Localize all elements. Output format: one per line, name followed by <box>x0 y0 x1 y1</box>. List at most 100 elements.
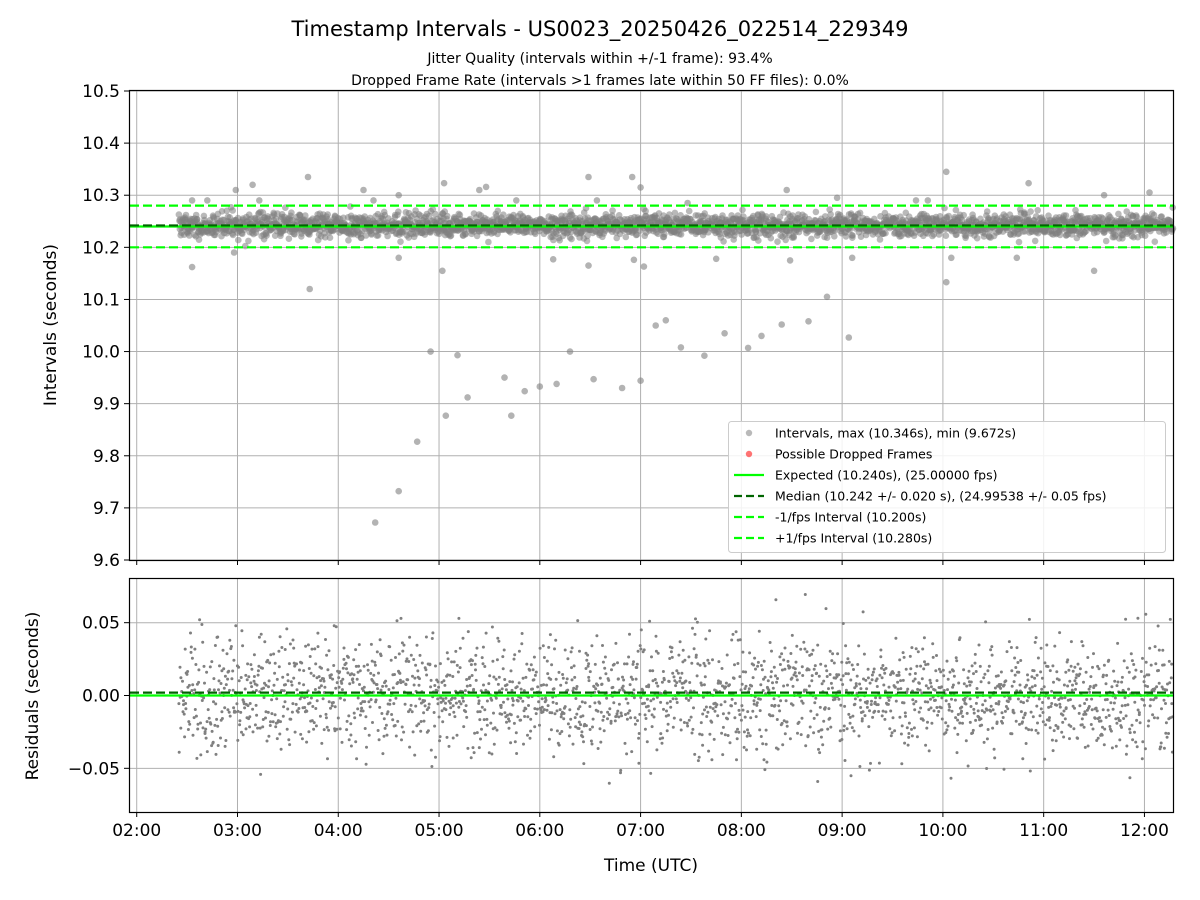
interval-outlier-point <box>370 197 377 204</box>
residual-point <box>1051 749 1055 753</box>
residual-point <box>695 674 699 678</box>
residual-point <box>903 741 907 745</box>
residual-point <box>600 682 604 686</box>
residual-point <box>542 683 546 687</box>
intervals-y-tick-label: 10.0 <box>82 343 120 363</box>
residual-point <box>267 679 271 683</box>
interval-point <box>930 231 938 238</box>
residual-point <box>550 711 554 715</box>
residual-point <box>736 727 739 731</box>
residual-point <box>672 716 676 720</box>
residual-point <box>969 705 973 708</box>
residual-point <box>297 707 301 710</box>
residual-point <box>573 675 577 679</box>
residual-point <box>661 670 665 673</box>
residual-point <box>562 712 566 715</box>
residual-point <box>587 679 591 683</box>
residual-point <box>1134 740 1138 744</box>
residual-point <box>978 664 982 668</box>
residual-point <box>544 698 548 702</box>
residual-point <box>1115 684 1119 688</box>
residual-point <box>1103 727 1107 731</box>
residual-point <box>841 683 845 686</box>
residual-point <box>929 681 933 685</box>
interval-point <box>942 232 950 239</box>
residual-point <box>842 724 846 728</box>
residual-point <box>819 735 823 739</box>
residual-point <box>1052 729 1056 733</box>
interval-point <box>1115 210 1122 218</box>
interval-outlier-point <box>778 321 785 328</box>
residual-point <box>321 697 325 701</box>
residual-point <box>182 712 186 716</box>
residual-point <box>909 667 913 671</box>
interval-point <box>666 211 673 218</box>
intervals-y-tick-label: 9.7 <box>93 499 120 519</box>
residual-point <box>847 660 851 664</box>
residual-point <box>951 685 955 689</box>
residual-point <box>317 686 321 690</box>
residual-point <box>1014 719 1018 723</box>
residual-point <box>883 671 887 675</box>
residual-point <box>755 747 759 751</box>
residual-point <box>457 705 461 709</box>
residual-point <box>391 718 395 722</box>
residual-point <box>236 738 240 742</box>
residual-point <box>1030 675 1034 679</box>
residual-point <box>1130 659 1134 663</box>
residual-point <box>186 728 190 731</box>
residual-point <box>1006 700 1010 704</box>
residual-point <box>728 741 732 745</box>
interval-point <box>288 209 295 216</box>
residual-point <box>1069 664 1073 668</box>
residual-point <box>457 700 461 703</box>
residual-point <box>950 709 954 713</box>
residual-point <box>1004 679 1008 683</box>
residual-point <box>400 641 404 645</box>
residual-point <box>262 696 266 700</box>
residual-point <box>183 647 187 651</box>
residual-point <box>249 663 253 667</box>
residual-point <box>472 687 476 691</box>
residual-point <box>454 701 458 705</box>
residual-point <box>1019 659 1023 662</box>
residual-point <box>269 653 273 657</box>
residual-point <box>601 644 604 647</box>
interval-outlier-point <box>255 197 263 204</box>
residual-point <box>193 688 197 692</box>
residual-point <box>944 731 948 735</box>
residual-point <box>1040 687 1044 691</box>
residual-point <box>819 662 823 666</box>
residual-point <box>497 675 501 679</box>
residual-point <box>458 666 462 670</box>
residual-point <box>468 684 472 687</box>
residual-point <box>408 708 412 712</box>
interval-point <box>272 215 280 223</box>
residual-point <box>194 714 198 718</box>
residual-point <box>990 653 994 657</box>
residual-point <box>734 630 738 634</box>
residual-point <box>542 656 546 659</box>
interval-point <box>195 236 203 243</box>
residual-point <box>997 700 1001 704</box>
residual-point <box>954 716 958 720</box>
residual-point <box>562 717 566 721</box>
residual-point <box>455 663 459 667</box>
residual-point <box>920 677 924 681</box>
residual-point <box>230 677 234 681</box>
residual-point <box>347 738 351 742</box>
interval-point <box>462 230 470 238</box>
residual-point <box>410 710 414 714</box>
residual-point <box>854 682 858 686</box>
residual-point <box>703 664 707 668</box>
interval-outlier-point <box>549 255 557 263</box>
residual-point <box>1030 728 1034 732</box>
residual-point <box>509 741 513 745</box>
residual-point <box>490 698 494 702</box>
interval-outlier-point <box>230 249 238 256</box>
residual-point <box>1082 680 1085 684</box>
residual-point <box>471 746 475 750</box>
residual-point <box>946 677 950 681</box>
residual-point <box>340 681 344 685</box>
